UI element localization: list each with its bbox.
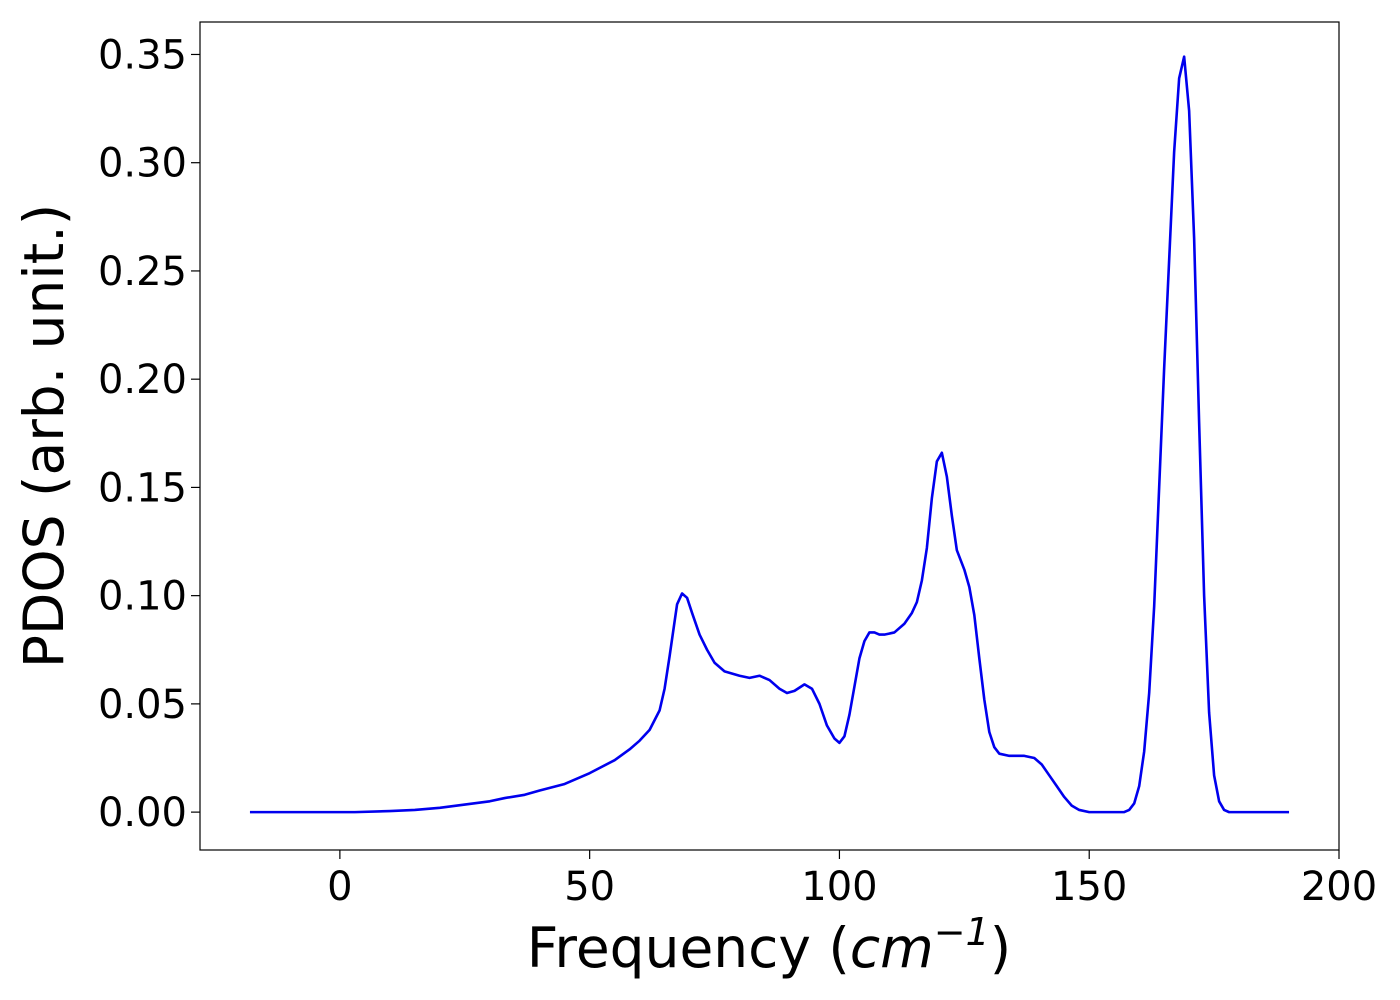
x-axis-label-prefix: Frequency (	[527, 916, 850, 980]
x-axis-label: Frequency (cm−1)	[527, 910, 1011, 980]
y-tick-label: 0.15	[98, 465, 187, 511]
y-tick-label: 0.10	[98, 574, 187, 620]
x-tick-label: 50	[564, 864, 615, 910]
x-axis-label-suffix: )	[990, 916, 1011, 980]
x-tick-label: 200	[1301, 864, 1377, 910]
y-tick-label: 0.35	[98, 32, 187, 78]
series-layer	[249, 55, 1290, 814]
y-tick-label: 0.20	[98, 357, 187, 403]
y-axis-label: PDOS (arb. unit.)	[12, 204, 76, 668]
y-tick-label: 0.05	[98, 682, 187, 728]
y-tick-label: 0.25	[98, 249, 187, 295]
series-line-0	[249, 55, 1290, 814]
x-tick-label: 100	[801, 864, 877, 910]
plot-area	[200, 22, 1339, 850]
x-tick-label: 150	[1051, 864, 1127, 910]
x-axis-ticks: 0 50 100 150 200	[327, 850, 1377, 910]
y-axis-ticks: 0.00 0.05 0.10 0.15 0.20 0.25 0.30 0.35	[98, 32, 200, 836]
x-axis-label-exponent: −1	[934, 910, 990, 954]
plot-frame	[199, 21, 1340, 851]
y-tick-label: 0.00	[98, 790, 187, 836]
y-tick-label: 0.30	[98, 141, 187, 187]
x-axis-label-unit: cm	[850, 916, 934, 980]
x-tick-label: 0	[327, 864, 352, 910]
